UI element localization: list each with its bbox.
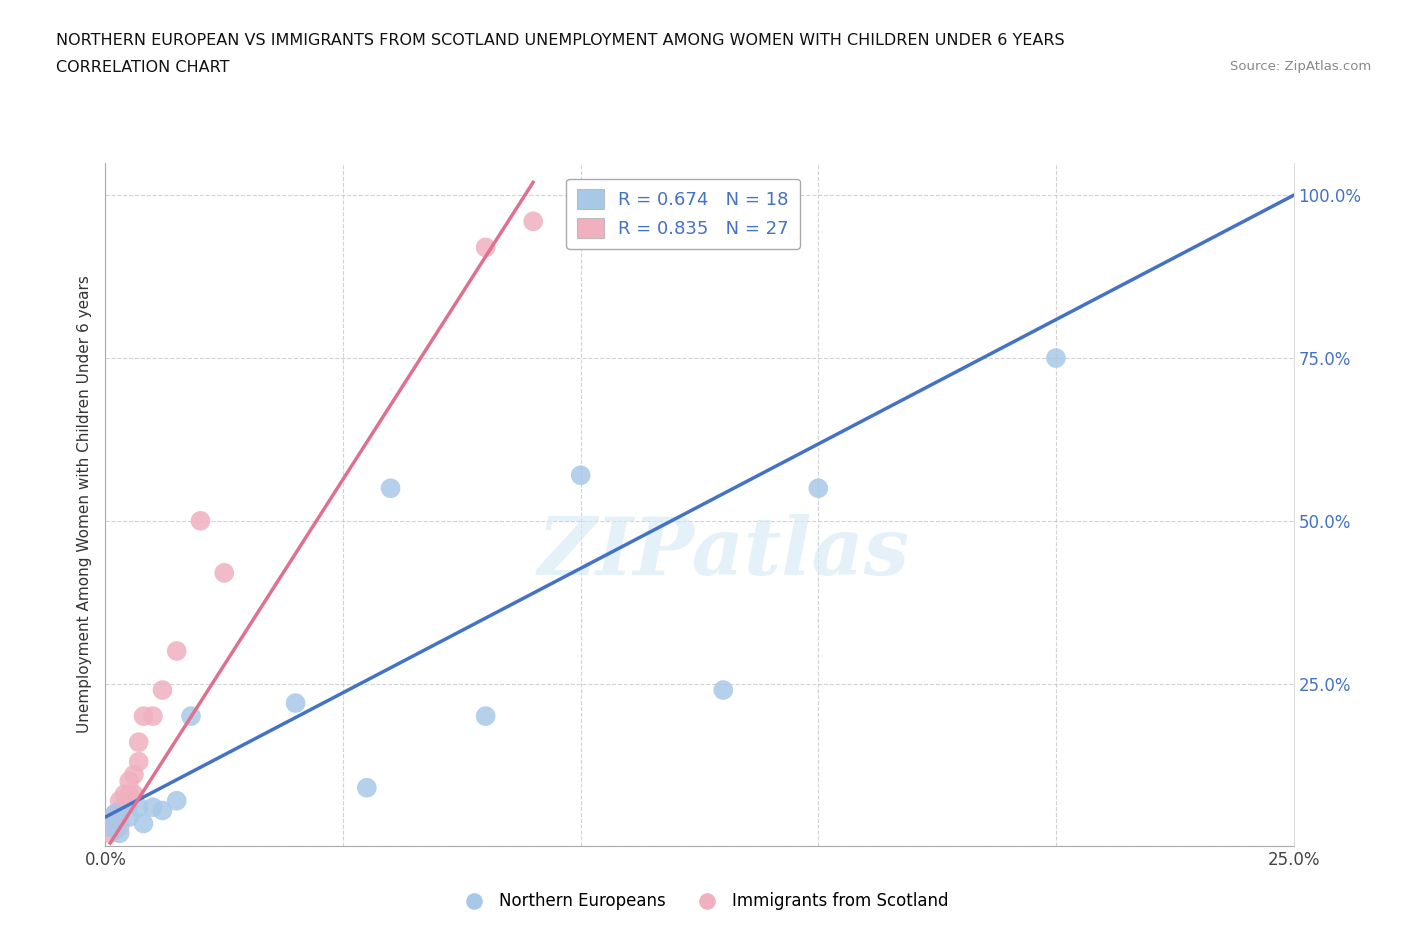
Point [142, 800, 165, 815]
Point [104, 823, 127, 838]
Point [108, 804, 131, 818]
Point [118, 787, 141, 802]
Point [166, 793, 188, 808]
Point [474, 240, 496, 255]
Y-axis label: Unemployment Among Women with Children Under 6 years: Unemployment Among Women with Children U… [77, 275, 93, 734]
Point [114, 800, 136, 815]
Point [108, 826, 131, 841]
Legend: Northern Europeans, Immigrants from Scotland: Northern Europeans, Immigrants from Scot… [450, 885, 956, 917]
Point [108, 819, 131, 834]
Point [114, 787, 136, 802]
Text: Source: ZipAtlas.com: Source: ZipAtlas.com [1230, 60, 1371, 73]
Point [569, 468, 592, 483]
Point [108, 793, 131, 808]
Point [98, 819, 121, 834]
Point [122, 767, 145, 782]
Point [98, 813, 121, 828]
Point [152, 683, 174, 698]
Point [711, 683, 734, 698]
Point [380, 481, 402, 496]
Point [118, 774, 141, 789]
Text: ZIPatlas: ZIPatlas [537, 513, 910, 591]
Point [214, 565, 236, 580]
Point [104, 817, 127, 831]
Point [142, 709, 165, 724]
Point [474, 709, 496, 724]
Point [104, 806, 127, 821]
Point [104, 806, 127, 821]
Point [166, 644, 188, 658]
Point [122, 787, 145, 802]
Point [522, 214, 544, 229]
Point [152, 804, 174, 818]
Point [128, 800, 150, 815]
Point [118, 796, 141, 811]
Point [356, 780, 378, 795]
Point [180, 709, 202, 724]
Point [98, 826, 121, 841]
Point [132, 709, 155, 724]
Point [128, 754, 150, 769]
Point [284, 696, 307, 711]
Text: NORTHERN EUROPEAN VS IMMIGRANTS FROM SCOTLAND UNEMPLOYMENT AMONG WOMEN WITH CHIL: NORTHERN EUROPEAN VS IMMIGRANTS FROM SCO… [56, 33, 1064, 47]
Point [108, 813, 131, 828]
Point [1045, 351, 1067, 365]
Point [190, 513, 212, 528]
Point [98, 819, 121, 834]
Text: CORRELATION CHART: CORRELATION CHART [56, 60, 229, 75]
Point [118, 809, 141, 825]
Point [128, 735, 150, 750]
Legend: R = 0.674   N = 18, R = 0.835   N = 27: R = 0.674 N = 18, R = 0.835 N = 27 [567, 179, 800, 249]
Point [132, 817, 155, 831]
Point [807, 481, 830, 496]
